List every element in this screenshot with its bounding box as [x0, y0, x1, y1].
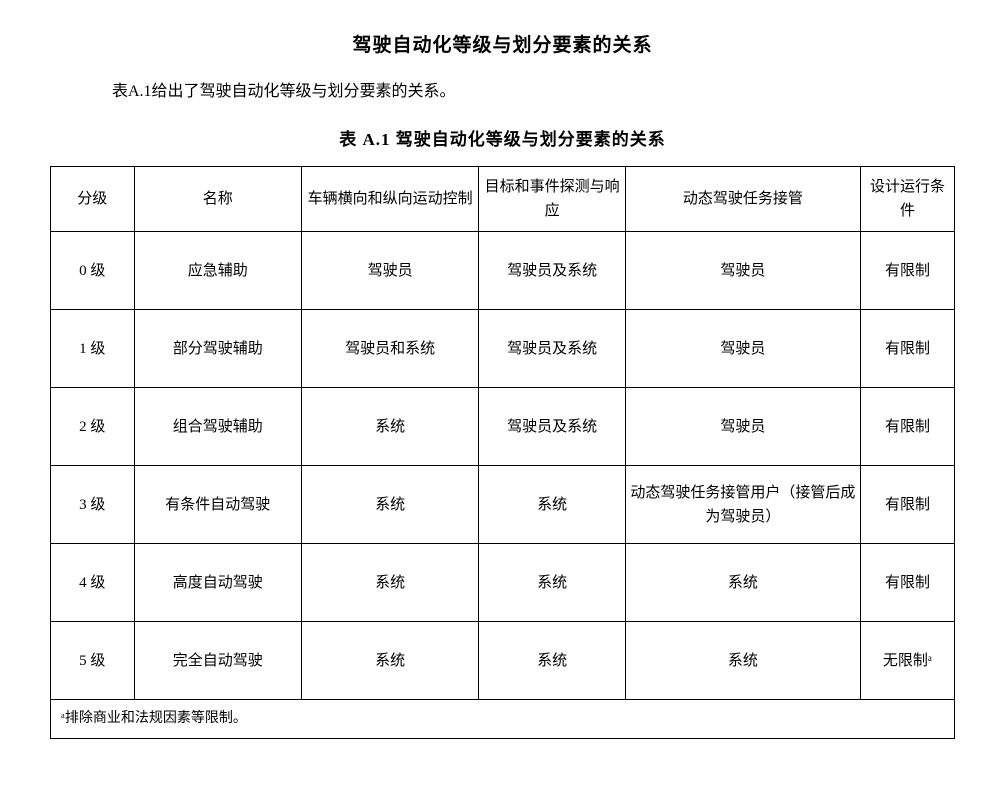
table-cell-name: 组合驾驶辅助 [134, 388, 301, 466]
table-cell-level: 5 级 [51, 622, 135, 700]
page-title: 驾驶自动化等级与划分要素的关系 [50, 30, 955, 57]
table-cell-level: 0 级 [51, 232, 135, 310]
table-header-cell: 目标和事件探测与响应 [479, 167, 625, 232]
table-cell-name: 应急辅助 [134, 232, 301, 310]
automation-levels-table: 分级 名称 车辆横向和纵向运动控制 目标和事件探测与响应 动态驾驶任务接管 设计… [50, 166, 955, 739]
table-row: 1 级 部分驾驶辅助 驾驶员和系统 驾驶员及系统 驾驶员 有限制 [51, 310, 955, 388]
table-cell-detect: 系统 [479, 544, 625, 622]
table-cell-detect: 驾驶员及系统 [479, 310, 625, 388]
intro-paragraph: 表A.1给出了驾驶自动化等级与划分要素的关系。 [80, 77, 955, 101]
table-cell-takeover: 动态驾驶任务接管用户（接管后成为驾驶员） [625, 466, 860, 544]
table-caption: 表 A.1 驾驶自动化等级与划分要素的关系 [50, 125, 955, 150]
table-row: 0 级 应急辅助 驾驶员 驾驶员及系统 驾驶员 有限制 [51, 232, 955, 310]
table-cell-takeover: 驾驶员 [625, 310, 860, 388]
table-cell-control: 系统 [301, 466, 479, 544]
table-cell-takeover: 系统 [625, 544, 860, 622]
table-cell-level: 3 级 [51, 466, 135, 544]
table-footnote-cell: ᵃ排除商业和法规因素等限制。 [51, 700, 955, 739]
table-cell-control: 驾驶员和系统 [301, 310, 479, 388]
table-cell-condition: 有限制 [860, 544, 954, 622]
table-cell-level: 4 级 [51, 544, 135, 622]
table-cell-condition: 有限制 [860, 466, 954, 544]
table-header-cell: 分级 [51, 167, 135, 232]
table-cell-detect: 系统 [479, 622, 625, 700]
table-cell-takeover: 驾驶员 [625, 388, 860, 466]
table-cell-level: 2 级 [51, 388, 135, 466]
table-header-cell: 设计运行条件 [860, 167, 954, 232]
table-cell-control: 系统 [301, 544, 479, 622]
table-cell-detect: 驾驶员及系统 [479, 232, 625, 310]
table-cell-name: 部分驾驶辅助 [134, 310, 301, 388]
table-row: 2 级 组合驾驶辅助 系统 驾驶员及系统 驾驶员 有限制 [51, 388, 955, 466]
table-footnote-row: ᵃ排除商业和法规因素等限制。 [51, 700, 955, 739]
table-cell-control: 系统 [301, 622, 479, 700]
table-header-cell: 动态驾驶任务接管 [625, 167, 860, 232]
table-row: 3 级 有条件自动驾驶 系统 系统 动态驾驶任务接管用户（接管后成为驾驶员） 有… [51, 466, 955, 544]
table-cell-takeover: 系统 [625, 622, 860, 700]
table-cell-name: 高度自动驾驶 [134, 544, 301, 622]
table-cell-detect: 驾驶员及系统 [479, 388, 625, 466]
table-row: 5 级 完全自动驾驶 系统 系统 系统 无限制ᵃ [51, 622, 955, 700]
table-header-cell: 车辆横向和纵向运动控制 [301, 167, 479, 232]
table-cell-name: 有条件自动驾驶 [134, 466, 301, 544]
table-cell-takeover: 驾驶员 [625, 232, 860, 310]
table-header-cell: 名称 [134, 167, 301, 232]
table-cell-control: 驾驶员 [301, 232, 479, 310]
table-cell-condition: 有限制 [860, 310, 954, 388]
table-cell-control: 系统 [301, 388, 479, 466]
table-cell-condition: 有限制 [860, 232, 954, 310]
table-cell-condition: 有限制 [860, 388, 954, 466]
table-header-row: 分级 名称 车辆横向和纵向运动控制 目标和事件探测与响应 动态驾驶任务接管 设计… [51, 167, 955, 232]
table-cell-name: 完全自动驾驶 [134, 622, 301, 700]
table-row: 4 级 高度自动驾驶 系统 系统 系统 有限制 [51, 544, 955, 622]
table-cell-level: 1 级 [51, 310, 135, 388]
table-cell-condition: 无限制ᵃ [860, 622, 954, 700]
table-cell-detect: 系统 [479, 466, 625, 544]
